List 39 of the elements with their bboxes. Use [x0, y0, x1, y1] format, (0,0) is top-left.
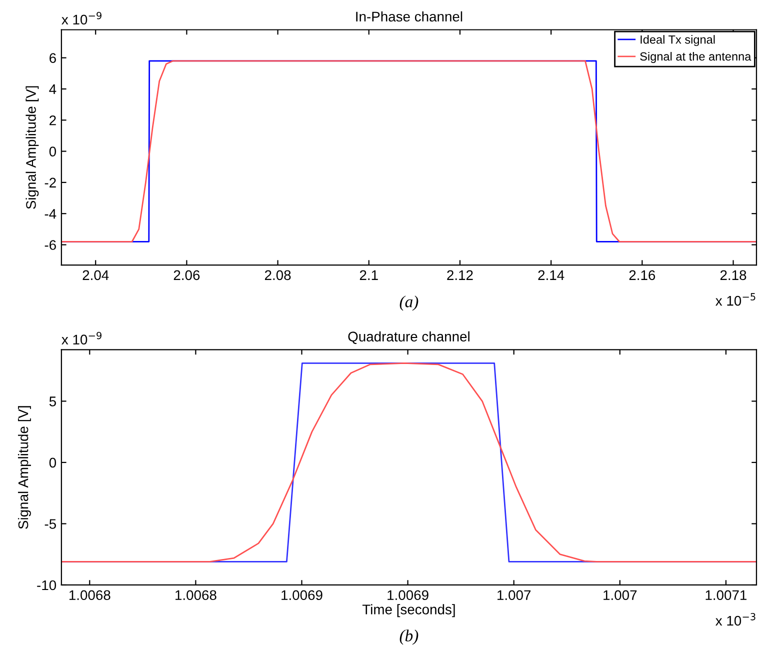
y-tick-label: 6 — [50, 53, 56, 63]
y-tick-label: -5 — [44, 519, 56, 529]
y-tick-label: 2 — [50, 115, 56, 126]
x-tick-label: 2.1 — [360, 270, 378, 280]
y-tick-label: -10 — [37, 580, 56, 590]
x-tick-label: 2.14 — [538, 270, 564, 280]
x-tick-label: 2.18 — [720, 270, 746, 280]
x-tick-label: 2.08 — [264, 270, 291, 280]
y-tick-label: 5 — [49, 396, 56, 406]
x-tick-label: 1.0068 — [69, 590, 110, 600]
y-tick-label: -6 — [44, 240, 56, 250]
y-axis-title: Signal Amplitude [V] — [26, 86, 39, 209]
text: (a) — [400, 296, 418, 311]
x-tick-label: 2.06 — [174, 270, 200, 280]
legend-label: Signal at the antenna — [640, 52, 752, 63]
text: x 10$^{−9}$ — [62, 12, 102, 25]
y-tick-label: 0 — [49, 458, 56, 468]
y-tick-label: -4 — [44, 209, 56, 219]
x-tick-label: 2.16 — [629, 270, 656, 280]
text: x 10$^{−3}$ — [716, 612, 756, 626]
y-axis-title: Signal Amplitude [V] — [18, 406, 31, 529]
x-tick-label: 2.12 — [447, 270, 473, 280]
y-tick-label: -2 — [44, 178, 56, 188]
chart-title: Quadrature channel — [348, 331, 470, 344]
text: (b) — [400, 630, 418, 645]
chart-title: In-Phase channel — [356, 11, 462, 22]
x-tick-label: 1.0068 — [176, 590, 216, 600]
x-axis-title: Time [seconds] — [362, 604, 455, 618]
x-tick-label: 1.0071 — [706, 590, 747, 600]
y-tick-label: 0 — [49, 146, 56, 156]
x-tick-label: 1.007 — [604, 590, 637, 600]
x-tick-label: 1.007 — [498, 590, 531, 600]
legend-label: Ideal Tx signal — [640, 35, 715, 46]
text: x 10$^{−9}$ — [62, 332, 102, 345]
y-tick-label: 4 — [49, 84, 56, 94]
text: x 10$^{−5}$ — [716, 293, 756, 306]
x-tick-label: 2.04 — [82, 270, 109, 280]
x-tick-label: 1.0069 — [282, 590, 322, 600]
x-tick-label: 1.0069 — [388, 590, 428, 600]
